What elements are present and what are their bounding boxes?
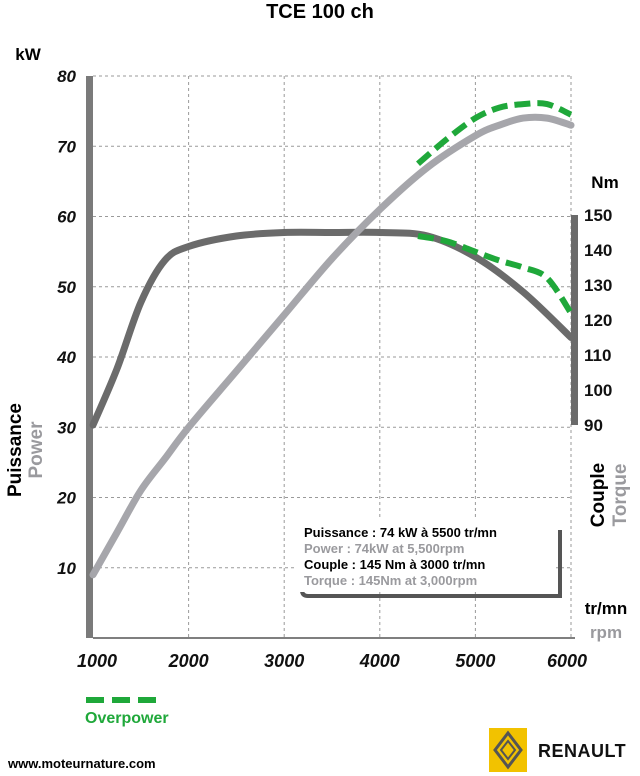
left-y-ticks: 10 20 30 40 50 60 70 80	[56, 67, 76, 578]
overpower-torque-line	[417, 233, 574, 315]
right-y-ticks: 90 100 110 120 130 140 150	[584, 206, 612, 435]
right-tick-label: 90	[584, 416, 603, 435]
left-tick-label: 70	[57, 137, 76, 156]
x-ticks: 1000 2000 3000 4000 5000 6000	[77, 651, 587, 671]
right-tick-label: 130	[584, 276, 612, 295]
legend-power-en: Power : 74kW at 5,500rpm	[304, 541, 464, 556]
left-tick-label: 10	[57, 559, 76, 578]
legend-torque-fr: Couple : 145 Nm à 3000 tr/mn	[304, 557, 485, 572]
legend-torque-en: Torque : 145Nm at 3,000rpm	[304, 573, 477, 588]
x-tick-label: 5000	[455, 651, 495, 671]
right-axis-label-en: Torque	[610, 464, 631, 527]
website-label: www.moteurnature.com	[7, 756, 156, 771]
left-tick-label: 80	[57, 67, 76, 86]
right-tick-label: 100	[584, 381, 612, 400]
right-axis-unit: Nm	[591, 173, 618, 192]
left-axis-label: Puissance	[5, 403, 26, 497]
right-axis-bar	[571, 215, 578, 425]
left-axis-bar	[86, 76, 93, 638]
overpower-power-line	[416, 100, 573, 167]
left-tick-label: 20	[56, 489, 76, 508]
overpower-legend-label: Overpower	[85, 710, 169, 727]
right-tick-label: 140	[584, 241, 612, 260]
power-line	[89, 113, 575, 579]
left-axis-unit: kW	[15, 45, 41, 64]
right-tick-label: 110	[584, 346, 611, 365]
x-tick-label: 4000	[359, 651, 400, 671]
x-tick-label: 1000	[77, 651, 117, 671]
right-tick-label: 120	[584, 311, 612, 330]
left-axis-label-en: Power	[26, 421, 47, 479]
legend-power-fr: Puissance : 74 kW à 5500 tr/mn	[304, 525, 497, 540]
chart-title: TCE 100 ch	[266, 1, 374, 23]
x-tick-label: 2000	[168, 651, 209, 671]
x-axis-unit-en: rpm	[590, 623, 622, 642]
legend-box: Puissance : 74 kW à 5500 tr/mn Power : 7…	[296, 518, 562, 598]
x-tick-label: 3000	[264, 651, 304, 671]
left-tick-label: 30	[57, 418, 76, 437]
brand-label: RENAULT	[538, 741, 626, 761]
x-tick-label: 6000	[547, 651, 587, 671]
left-tick-label: 60	[57, 208, 76, 227]
right-tick-label: 150	[584, 206, 612, 225]
renault-logo	[489, 728, 527, 772]
left-tick-label: 40	[56, 348, 76, 367]
x-axis-unit: tr/mn	[585, 599, 628, 618]
torque-line	[89, 228, 575, 429]
left-tick-label: 50	[57, 278, 76, 297]
right-axis-label: Couple	[588, 463, 609, 527]
